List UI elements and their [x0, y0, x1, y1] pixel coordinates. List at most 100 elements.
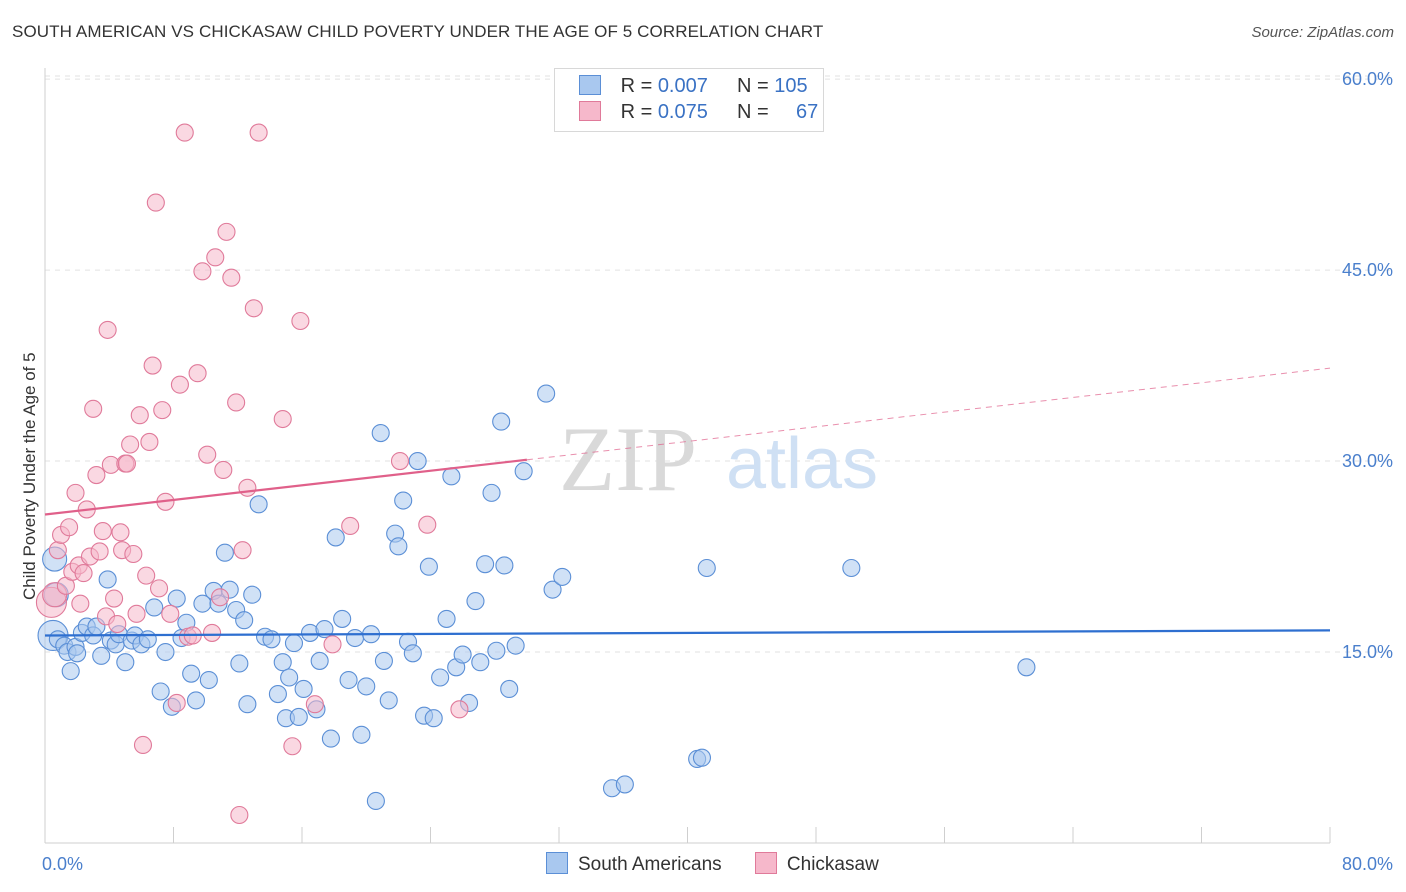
data-point: [345, 628, 365, 648]
data-point: [418, 515, 437, 534]
data-point: [431, 668, 450, 687]
data-point: [146, 193, 165, 212]
legend-row-chickasaw: R = 0.075 N = 67: [579, 101, 818, 125]
data-point: [842, 558, 861, 578]
data-point: [333, 609, 352, 628]
legend-r-label: R =: [620, 101, 653, 123]
data-point: [203, 623, 222, 642]
data-point: [615, 775, 634, 794]
data-point: [71, 594, 90, 613]
data-point: [124, 544, 143, 564]
data-point: [238, 478, 257, 497]
data-point: [310, 651, 329, 670]
data-point: [211, 588, 230, 607]
data-point: [482, 483, 501, 502]
watermark-atlas: atlas: [726, 424, 878, 504]
data-point: [390, 451, 410, 471]
data-point: [188, 364, 207, 383]
tick-labels: 15.0% 30.0% 45.0% 60.0% 0.0% 80.0%: [42, 69, 1393, 874]
grid-lines: [45, 75, 1395, 653]
data-point: [215, 543, 234, 562]
data-point: [273, 409, 292, 429]
axes: [44, 68, 1331, 844]
trend-lines: [44, 367, 1331, 637]
data-point: [92, 646, 111, 665]
data-point: [403, 644, 422, 663]
data-point: [84, 399, 103, 418]
data-point: [487, 641, 506, 660]
data-point: [553, 567, 572, 586]
data-point: [143, 356, 162, 375]
data-point: [68, 644, 87, 663]
data-point: [289, 707, 308, 727]
y-tick-label: 30.0%: [1342, 451, 1393, 471]
data-point: [175, 123, 194, 142]
data-point: [450, 700, 469, 719]
data-point: [116, 653, 135, 672]
data-point: [90, 542, 109, 561]
data-point: [500, 679, 519, 698]
data-point: [537, 384, 556, 403]
legend-label: South Americans: [578, 854, 722, 875]
data-point: [161, 604, 180, 623]
legend-item-chickasaw: Chickasaw: [754, 852, 879, 876]
data-point: [408, 451, 427, 471]
legend-n-value: 105: [774, 75, 808, 97]
legend-n-value: 67: [796, 101, 819, 123]
data-point: [506, 636, 525, 655]
data-point: [305, 695, 324, 714]
legend-swatch: [546, 852, 568, 874]
data-point: [323, 635, 342, 654]
data-point: [170, 375, 189, 394]
data-point: [48, 541, 67, 560]
legend-row-south-americans: R = 0.007 N = 105: [579, 75, 808, 99]
data-point: [280, 668, 299, 687]
data-point: [366, 791, 385, 811]
data-point: [87, 466, 106, 485]
data-point: [268, 684, 287, 704]
data-point: [294, 679, 313, 698]
x-tick-label-max: 80.0%: [1342, 854, 1393, 874]
data-point: [273, 653, 292, 672]
data-point: [130, 406, 149, 425]
data-point: [74, 564, 93, 583]
data-point: [133, 735, 153, 755]
data-point: [352, 725, 371, 744]
data-point: [492, 412, 511, 431]
data-point: [217, 222, 236, 241]
data-point: [321, 729, 340, 748]
data-point: [222, 268, 241, 287]
legend-swatch-chickasaw: [579, 101, 601, 121]
data-point: [339, 670, 358, 690]
trend-line: [44, 458, 527, 516]
data-point: [199, 670, 218, 690]
data-point: [153, 401, 172, 420]
data-point: [471, 653, 490, 672]
data-point: [182, 664, 201, 683]
data-point: [235, 611, 254, 630]
trend-line: [44, 629, 1331, 637]
data-point: [284, 634, 304, 653]
legend-label: Chickasaw: [786, 854, 879, 875]
data-point: [424, 709, 443, 728]
data-point: [214, 460, 233, 480]
legend-r-value: 0.075: [657, 101, 708, 123]
watermark: ZIP atlas: [559, 408, 878, 510]
data-point: [227, 393, 246, 412]
data-point: [341, 516, 360, 536]
data-point: [495, 556, 514, 575]
data-point: [371, 423, 390, 443]
data-point: [466, 592, 485, 611]
data-point: [514, 462, 533, 481]
data-point: [357, 677, 376, 696]
legend-r-value: 0.007: [657, 75, 708, 97]
data-point: [389, 537, 408, 556]
data-point: [193, 262, 212, 281]
data-point: [61, 662, 80, 681]
series-chickasaw: [35, 123, 469, 825]
series-legend: South Americans Chickasaw: [546, 852, 907, 876]
data-point: [138, 630, 157, 649]
data-point: [453, 645, 472, 664]
data-point: [243, 585, 262, 604]
stats-legend: R = 0.007 N = 105 R = 0.075 N = 67: [554, 68, 824, 132]
